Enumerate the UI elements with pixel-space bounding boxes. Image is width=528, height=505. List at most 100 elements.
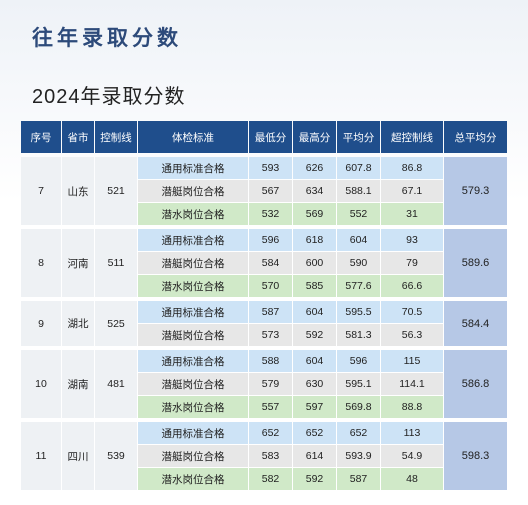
seq-cell: 10 (21, 350, 61, 418)
standard-cell: 潜水岗位合格 (138, 396, 248, 418)
total-avg-cell: 586.8 (444, 350, 507, 418)
header-max: 最高分 (293, 121, 336, 153)
control-cell: 539 (95, 422, 137, 490)
table-row: 潜水岗位合格 582 592 587 48 (21, 468, 507, 490)
min-cell: 532 (249, 203, 292, 225)
header-min: 最低分 (249, 121, 292, 153)
max-cell: 604 (293, 301, 336, 323)
mean-cell: 596 (337, 350, 380, 372)
table-row: 潜水岗位合格 557 597 569.8 88.8 (21, 396, 507, 418)
min-cell: 570 (249, 275, 292, 297)
mean-cell: 588.1 (337, 180, 380, 202)
table-row: 8 河南 511 通用标准合格 596 618 604 93 589.6 (21, 229, 507, 297)
over-cell: 67.1 (381, 180, 443, 202)
over-cell: 70.5 (381, 301, 443, 323)
total-avg-cell: 589.6 (444, 229, 507, 297)
max-cell: 592 (293, 468, 336, 490)
standard-cell: 潜艇岗位合格 (138, 180, 248, 202)
max-cell: 597 (293, 396, 336, 418)
max-cell: 626 (293, 157, 336, 179)
max-cell: 618 (293, 229, 336, 251)
control-cell: 525 (95, 301, 137, 346)
over-cell: 113 (381, 422, 443, 444)
total-avg-cell: 584.4 (444, 301, 507, 346)
table-row: 潜艇岗位合格 573 592 581.3 56.3 (21, 324, 507, 346)
control-cell: 511 (95, 229, 137, 297)
province-cell: 湖南 (62, 350, 94, 418)
table-row: 潜艇岗位合格 579 630 595.1 114.1 (21, 373, 507, 395)
seq-cell: 11 (21, 422, 61, 490)
min-cell: 596 (249, 229, 292, 251)
mean-cell: 595.1 (337, 373, 380, 395)
max-cell: 569 (293, 203, 336, 225)
seq-cell: 9 (21, 301, 61, 346)
total-avg-cell: 579.3 (444, 157, 507, 225)
min-cell: 587 (249, 301, 292, 323)
header-control: 控制线 (95, 121, 137, 153)
min-cell: 557 (249, 396, 292, 418)
standard-cell: 潜水岗位合格 (138, 468, 248, 490)
max-cell: 585 (293, 275, 336, 297)
over-cell: 31 (381, 203, 443, 225)
section-title: 2024年录取分数 (32, 86, 186, 108)
province-cell: 河南 (62, 229, 94, 297)
standard-cell: 通用标准合格 (138, 157, 248, 179)
seq-cell: 7 (21, 157, 61, 225)
min-cell: 652 (249, 422, 292, 444)
over-cell: 93 (381, 229, 443, 251)
header-standard: 体检标准 (138, 121, 248, 153)
table-row: 潜水岗位合格 570 585 577.6 66.6 (21, 275, 507, 297)
min-cell: 567 (249, 180, 292, 202)
over-cell: 114.1 (381, 373, 443, 395)
standard-cell: 通用标准合格 (138, 350, 248, 372)
header-seq: 序号 (21, 121, 61, 153)
max-cell: 630 (293, 373, 336, 395)
max-cell: 634 (293, 180, 336, 202)
header-over: 超控制线 (381, 121, 443, 153)
header-total-avg: 总平均分 (444, 121, 507, 153)
over-cell: 48 (381, 468, 443, 490)
header-row: 序号 省市 控制线 体检标准 最低分 最高分 平均分 超控制线 总平均分 (21, 121, 507, 153)
province-cell: 山东 (62, 157, 94, 225)
standard-cell: 通用标准合格 (138, 229, 248, 251)
min-cell: 579 (249, 373, 292, 395)
header-province: 省市 (62, 121, 94, 153)
over-cell: 86.8 (381, 157, 443, 179)
table-row: 潜艇岗位合格 583 614 593.9 54.9 (21, 445, 507, 467)
standard-cell: 潜艇岗位合格 (138, 373, 248, 395)
standard-cell: 潜艇岗位合格 (138, 445, 248, 467)
standard-cell: 潜艇岗位合格 (138, 252, 248, 274)
min-cell: 573 (249, 324, 292, 346)
total-avg-cell: 598.3 (444, 422, 507, 490)
max-cell: 592 (293, 324, 336, 346)
control-cell: 521 (95, 157, 137, 225)
mean-cell: 595.5 (337, 301, 380, 323)
over-cell: 79 (381, 252, 443, 274)
min-cell: 582 (249, 468, 292, 490)
over-cell: 115 (381, 350, 443, 372)
province-cell: 湖北 (62, 301, 94, 346)
mean-cell: 552 (337, 203, 380, 225)
min-cell: 583 (249, 445, 292, 467)
mean-cell: 607.8 (337, 157, 380, 179)
table-row: 9 湖北 525 通用标准合格 587 604 595.5 70.5 584.4 (21, 301, 507, 346)
over-cell: 54.9 (381, 445, 443, 467)
table-row: 潜艇岗位合格 567 634 588.1 67.1 (21, 180, 507, 202)
standard-cell: 潜艇岗位合格 (138, 324, 248, 346)
max-cell: 614 (293, 445, 336, 467)
max-cell: 600 (293, 252, 336, 274)
over-cell: 66.6 (381, 275, 443, 297)
header-mean: 平均分 (337, 121, 380, 153)
min-cell: 588 (249, 350, 292, 372)
mean-cell: 569.8 (337, 396, 380, 418)
mean-cell: 581.3 (337, 324, 380, 346)
mean-cell: 590 (337, 252, 380, 274)
standard-cell: 通用标准合格 (138, 422, 248, 444)
min-cell: 593 (249, 157, 292, 179)
seq-cell: 8 (21, 229, 61, 297)
province-cell: 四川 (62, 422, 94, 490)
mean-cell: 604 (337, 229, 380, 251)
standard-cell: 潜水岗位合格 (138, 203, 248, 225)
standard-cell: 通用标准合格 (138, 301, 248, 323)
over-cell: 56.3 (381, 324, 443, 346)
